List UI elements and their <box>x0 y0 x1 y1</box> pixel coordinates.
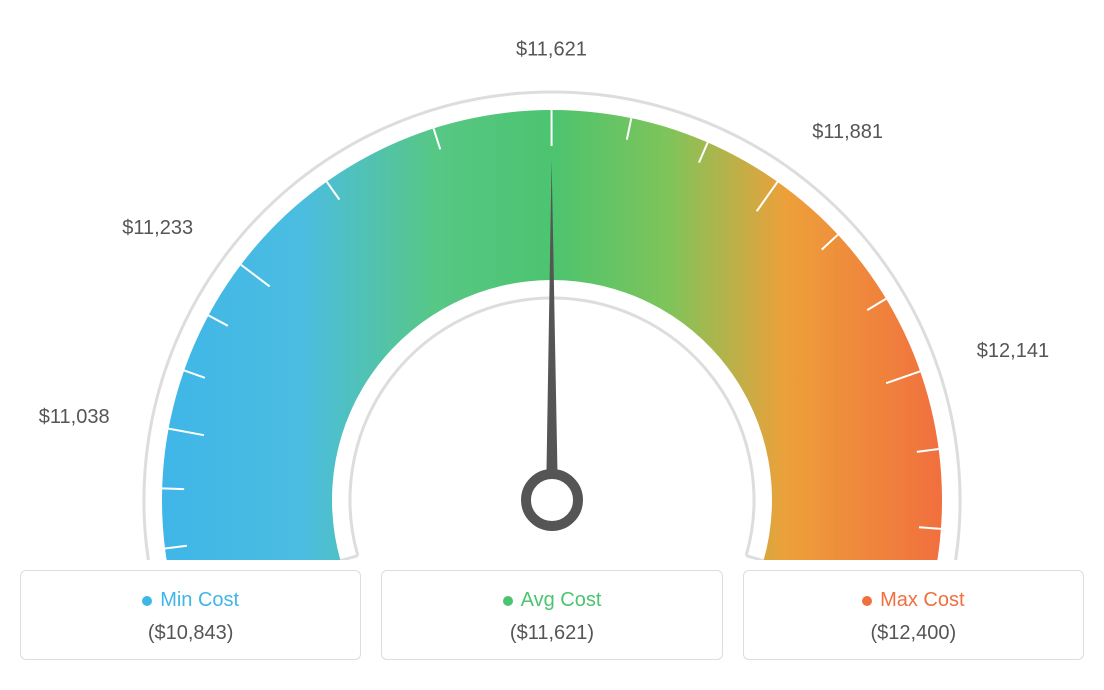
legend-value-avg: ($11,621) <box>510 622 594 645</box>
legend-card-avg: Avg Cost ($11,621) <box>381 570 722 660</box>
legend-label-min: Min Cost <box>160 589 239 612</box>
legend-dot-max <box>862 596 872 606</box>
legend-title-min: Min Cost <box>142 589 239 612</box>
cost-gauge: $10,843$11,038$11,233$11,621$11,881$12,1… <box>20 20 1084 560</box>
legend-dot-min <box>142 596 152 606</box>
legend-dot-avg <box>503 596 513 606</box>
svg-text:$11,233: $11,233 <box>122 217 193 239</box>
svg-text:$12,141: $12,141 <box>977 340 1049 362</box>
legend-card-min: Min Cost ($10,843) <box>20 570 361 660</box>
legend-card-max: Max Cost ($12,400) <box>743 570 1084 660</box>
svg-text:$11,881: $11,881 <box>812 121 883 143</box>
legend-label-max: Max Cost <box>880 589 964 612</box>
gauge-svg: $10,843$11,038$11,233$11,621$11,881$12,1… <box>20 20 1084 560</box>
legend-value-min: ($10,843) <box>148 622 234 645</box>
legend-row: Min Cost ($10,843) Avg Cost ($11,621) Ma… <box>20 570 1084 660</box>
legend-title-avg: Avg Cost <box>503 589 602 612</box>
svg-text:$11,621: $11,621 <box>516 38 587 60</box>
legend-title-max: Max Cost <box>862 589 964 612</box>
legend-value-max: ($12,400) <box>871 622 957 645</box>
svg-text:$11,038: $11,038 <box>39 406 110 428</box>
legend-label-avg: Avg Cost <box>521 589 602 612</box>
